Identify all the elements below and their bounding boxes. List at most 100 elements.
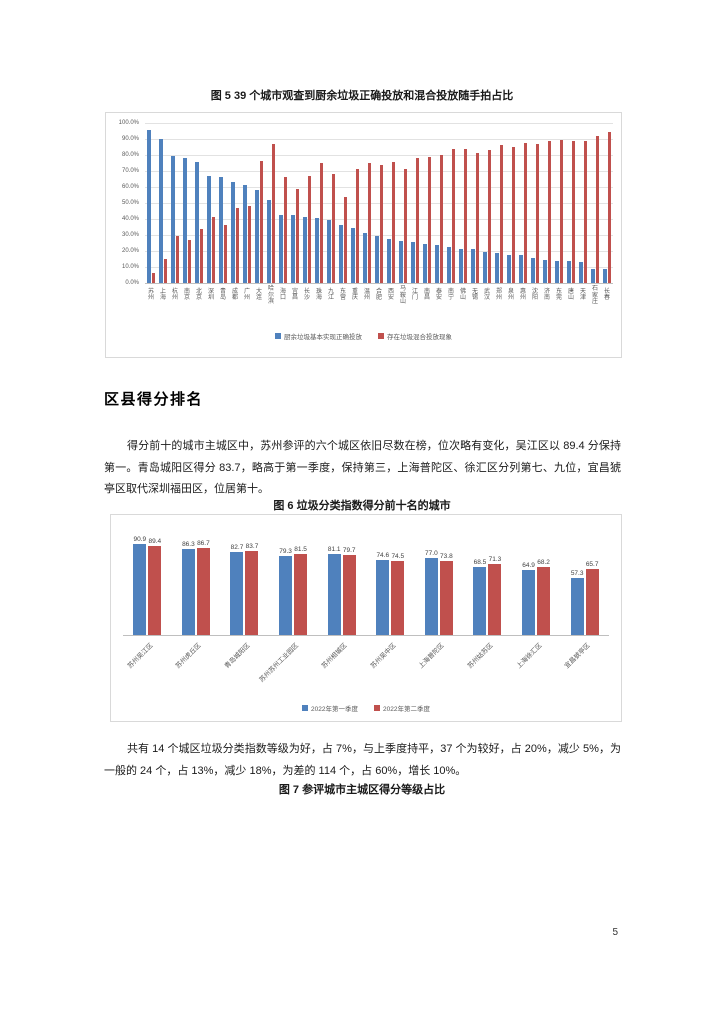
x-category-label: 江 门 — [409, 286, 421, 308]
bar-mixed-disposal — [211, 217, 216, 283]
bar-mixed-disposal — [175, 235, 180, 283]
chart1-bar-group — [529, 123, 541, 283]
x-category-label: 石 家 庄 — [589, 286, 601, 308]
city-label: 泰 安 — [435, 288, 442, 302]
bar-mixed-disposal — [319, 163, 324, 283]
chart2-bar-group: 74.6 74.5 — [366, 535, 415, 635]
chart1-bar-group — [397, 123, 409, 283]
bar-mixed-disposal — [355, 168, 360, 283]
chart1-bar-group — [145, 123, 157, 283]
x-category-label: 哈 尔 滨 — [265, 286, 277, 308]
chart1-bar-group — [169, 123, 181, 283]
bar-value-label: 74.5 — [391, 552, 405, 560]
figure6-caption: 图 6 垃圾分类指数得分前十名的城市 — [273, 500, 451, 512]
city-label: 长 春 — [603, 288, 610, 302]
bar-correct-disposal — [218, 177, 223, 283]
bar-q2: 65.7 — [585, 561, 599, 635]
district-label: 苏州吴江区 — [126, 642, 155, 671]
bar-value-label: 57.3 — [570, 569, 584, 577]
x-category-label: 泰 安 — [433, 286, 445, 308]
legend-swatch — [302, 705, 309, 711]
x-category-label: 东 营 — [337, 286, 349, 308]
city-label: 无 锡 — [471, 288, 478, 302]
bar-mixed-disposal — [439, 155, 444, 283]
bar-correct-disposal — [446, 247, 451, 283]
bar-correct-disposal — [302, 217, 307, 283]
city-label: 南 昌 — [423, 288, 430, 302]
chart2-bar-group: 82.7 83.7 — [220, 535, 269, 635]
chart2-top10-districts-bar-chart: 90.9 89.4 86.3 86.7 82.7 83.7 79.3 81.5 81.1 79.7… — [110, 514, 622, 722]
x-category-label: 南 昌 — [421, 286, 433, 308]
bar-mixed-disposal — [547, 140, 552, 283]
x-category-label: 宜 昌 — [289, 286, 301, 308]
bar-mixed-disposal — [151, 273, 156, 283]
city-label: 济 南 — [543, 288, 550, 302]
bar-value-label: 81.5 — [294, 545, 307, 553]
bar-value-label: 68.2 — [537, 558, 550, 566]
bar-q1: 79.3 — [279, 548, 293, 635]
bar-correct-disposal — [542, 259, 547, 283]
bar-mixed-disposal — [331, 174, 336, 283]
x-category-label: 海 口 — [277, 286, 289, 308]
x-category-label: 上海徐汇区 — [512, 637, 561, 689]
bar-correct-disposal — [254, 190, 259, 283]
district-label: 青岛城阳区 — [223, 642, 252, 671]
city-label: 哈 尔 滨 — [267, 286, 274, 305]
x-category-label: 苏州苏州工业园区 — [258, 637, 318, 689]
bar-value-label: 74.6 — [376, 552, 390, 560]
x-category-label: 唐 山 — [565, 286, 577, 308]
bar-mixed-disposal — [523, 143, 528, 283]
city-label: 惠 州 — [519, 288, 526, 302]
chart1-bar-group — [229, 123, 241, 283]
district-label: 苏州相城区 — [320, 642, 349, 671]
x-category-label: 西 安 — [385, 286, 397, 308]
chart1-bar-group — [589, 123, 601, 283]
bar-value-label: 86.7 — [197, 540, 210, 548]
district-label: 宜昌猇亭区 — [563, 642, 592, 671]
bar-correct-disposal — [338, 225, 343, 283]
chart1-bar-group — [241, 123, 253, 283]
paragraph-ranking: 得分前十的城市主城区中，苏州参评的六个城区依旧尽数在榜，位次略有变化，吴江区以 … — [104, 440, 621, 495]
chart1-bar-group — [349, 123, 361, 283]
bar-q1: 74.6 — [376, 552, 390, 635]
city-label: 郑 州 — [495, 288, 502, 302]
city-label: 泉 州 — [507, 288, 514, 302]
bar-correct-disposal — [230, 182, 235, 283]
chart1-bar-group — [157, 123, 169, 283]
x-category-label: 合 肥 — [373, 286, 385, 308]
bar-value-label: 90.9 — [133, 536, 147, 544]
x-category-label: 马 鞍 山 — [397, 286, 409, 308]
y-tick-label: 40.0% — [121, 216, 139, 222]
bar-value-label: 86.3 — [182, 540, 195, 548]
city-label: 天 津 — [579, 288, 586, 302]
city-label: 大 连 — [255, 288, 262, 302]
bar-value-label: 64.9 — [522, 562, 535, 570]
chart1-bar-group — [409, 123, 421, 283]
bar-correct-disposal — [170, 155, 175, 283]
bar-mixed-disposal — [283, 177, 288, 283]
chart2-bar-group: 86.3 86.7 — [172, 535, 221, 635]
x-category-label: 宜昌猇亭区 — [560, 637, 609, 689]
x-category-label: 杭 州 — [169, 286, 181, 308]
y-tick-label: 10.0% — [121, 264, 139, 270]
bar-value-label: 79.3 — [279, 547, 292, 555]
bar-q2: 89.4 — [148, 538, 162, 635]
bar-mixed-disposal — [343, 196, 348, 283]
city-label: 成 都 — [231, 288, 238, 302]
city-label: 东 营 — [339, 288, 346, 302]
bar-q2: 79.7 — [342, 547, 356, 635]
district-label: 上海普陀区 — [417, 642, 446, 671]
chart1-bar-group — [301, 123, 313, 283]
district-label: 苏州虎丘区 — [175, 642, 203, 671]
chart1-bar-group — [181, 123, 193, 283]
x-category-label: 成 都 — [229, 286, 241, 308]
bar-value-label: 83.7 — [245, 543, 259, 551]
bar-q2: 68.2 — [537, 559, 551, 635]
bar-mixed-disposal — [223, 225, 228, 283]
city-label: 南 京 — [183, 288, 190, 302]
chart1-bar-group — [469, 123, 481, 283]
bar-q1: 82.7 — [230, 544, 244, 635]
chart1-bar-group — [313, 123, 325, 283]
chart1-bar-group — [361, 123, 373, 283]
chart2-plot-area: 90.9 89.4 86.3 86.7 82.7 83.7 79.3 81.5 81.1 79.7… — [123, 535, 609, 636]
